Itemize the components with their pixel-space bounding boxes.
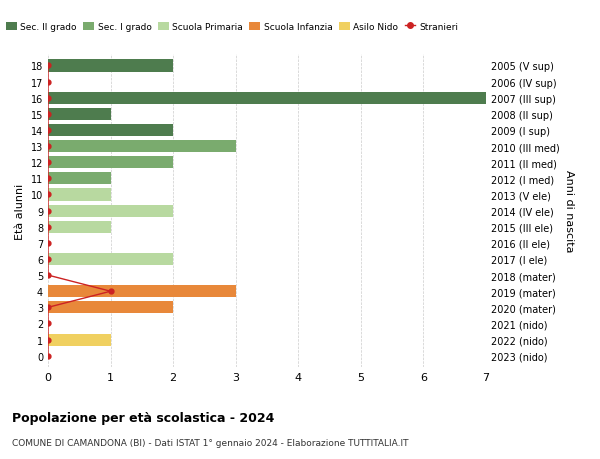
Bar [48, 302, 173, 313]
Bar [48, 173, 110, 185]
Bar [48, 125, 173, 137]
Bar [48, 92, 486, 105]
Bar [48, 157, 173, 169]
Bar [48, 60, 173, 73]
Bar [48, 334, 110, 346]
Bar [48, 141, 236, 153]
Y-axis label: Età alunni: Età alunni [15, 183, 25, 239]
Text: Popolazione per età scolastica - 2024: Popolazione per età scolastica - 2024 [12, 411, 274, 424]
Y-axis label: Anni di nascita: Anni di nascita [563, 170, 574, 252]
Bar [48, 189, 110, 201]
Legend: Sec. II grado, Sec. I grado, Scuola Primaria, Scuola Infanzia, Asilo Nido, Stran: Sec. II grado, Sec. I grado, Scuola Prim… [2, 19, 461, 35]
Bar [48, 285, 236, 297]
Text: COMUNE DI CAMANDONA (BI) - Dati ISTAT 1° gennaio 2024 - Elaborazione TUTTITALIA.: COMUNE DI CAMANDONA (BI) - Dati ISTAT 1°… [12, 438, 409, 448]
Bar [48, 205, 173, 217]
Bar [48, 109, 110, 121]
Bar [48, 221, 110, 233]
Bar [48, 253, 173, 265]
